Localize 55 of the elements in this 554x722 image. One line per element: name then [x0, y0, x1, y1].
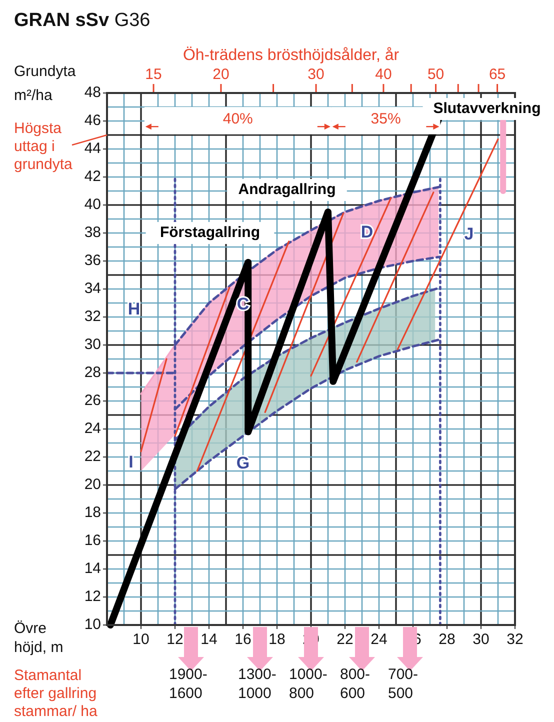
x2-tick-label: 15 — [145, 66, 162, 83]
x2-tick-label: 50 — [427, 66, 444, 83]
x-tick-label: 28 — [438, 631, 456, 648]
x-tick-label: 22 — [336, 631, 354, 648]
x-tick-label: 18 — [268, 631, 286, 648]
annotation: D — [360, 222, 374, 242]
x2-tick-label: 20 — [212, 66, 230, 83]
x-tick-label: 16 — [234, 631, 252, 648]
text: 1900-1600 — [169, 666, 208, 702]
chart-title: GRAN sSv G36 — [14, 10, 150, 31]
x2-axis-title: Öh-trädens brösthöjdsålder, år — [182, 46, 400, 64]
text: Högsta uttag i grundyta — [14, 120, 74, 173]
y-tick-label: 32 — [84, 308, 101, 325]
y-tick-label: 18 — [84, 504, 101, 521]
annotation: Slutavverkning — [433, 100, 541, 117]
y-tick-label: 22 — [84, 448, 101, 465]
y-tick-label: 30 — [84, 336, 101, 353]
x-axis-title: Övre höjd, m — [14, 620, 64, 656]
x-tick-label: 24 — [370, 631, 388, 648]
x2-tick-label: 65 — [488, 66, 506, 83]
y-tick-label: 38 — [84, 224, 101, 241]
text: Stamantal efter gallring stammar/ ha — [14, 667, 98, 720]
x2-tick-label: 40 — [375, 66, 392, 83]
y-axis-title: Grundyta m²/ha — [14, 63, 76, 104]
x-tick-label: 12 — [166, 631, 184, 648]
band-label: 40% — [222, 110, 253, 128]
y-tick-label: 48 — [84, 84, 101, 101]
y-tick-label: 46 — [84, 112, 101, 129]
y-tick-label: 34 — [84, 280, 101, 297]
y-tick-label: 10 — [84, 616, 101, 633]
x-tick-label: 32 — [506, 631, 524, 648]
x-tick-label: 14 — [200, 631, 218, 648]
x-tick-label: 30 — [472, 631, 490, 648]
annotation: Förstagallring — [160, 224, 260, 241]
text: 700-500 — [388, 666, 418, 702]
y-tick-label: 42 — [84, 168, 101, 185]
y-tick-label: 26 — [84, 392, 101, 409]
y-tick-label: 44 — [84, 140, 101, 157]
y-tick-label: 40 — [84, 196, 101, 213]
y-tick-label: 16 — [84, 532, 101, 549]
annotation: I — [128, 452, 134, 472]
y-tick-label: 28 — [84, 364, 101, 381]
y-tick-label: 14 — [84, 560, 101, 577]
x-tick-label: 10 — [132, 631, 150, 648]
y-tick-label: 20 — [84, 476, 101, 493]
y-tick-label: 24 — [84, 420, 101, 437]
text: 1300-1000 — [238, 666, 276, 702]
band-label: 35% — [370, 110, 401, 128]
text: 800-600 — [340, 666, 370, 702]
y-tick-label: 36 — [84, 252, 101, 269]
y-tick-label: 12 — [84, 588, 101, 605]
x2-tick-label: 30 — [308, 66, 324, 83]
annotation: Andragallring — [238, 180, 336, 198]
annotation: H — [128, 299, 140, 318]
text: 1000-800 — [289, 666, 328, 702]
